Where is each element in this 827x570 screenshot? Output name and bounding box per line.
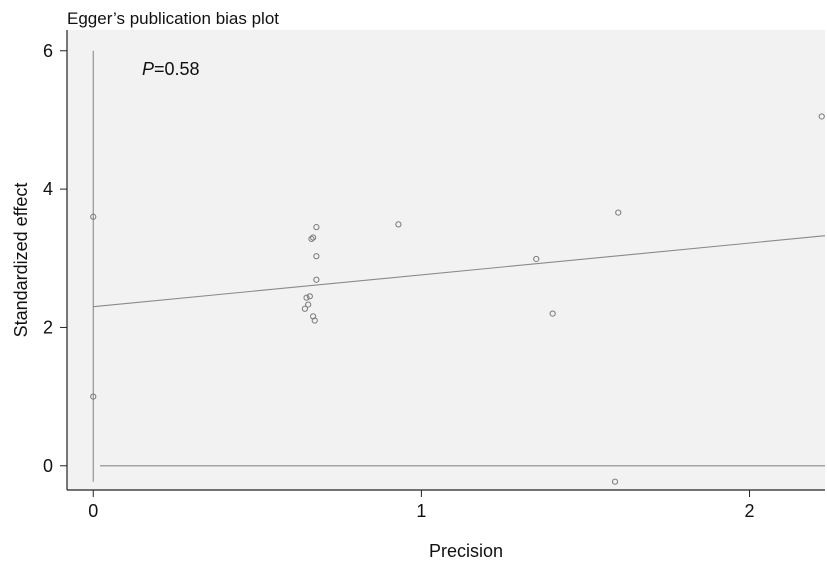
x-tick-label-0: 0 — [88, 501, 98, 521]
data-point-10 — [301, 305, 309, 312]
plot-area — [67, 30, 825, 490]
x-tick-label-1: 1 — [416, 501, 426, 521]
data-point-9 — [305, 301, 312, 308]
chart-title: Egger’s publication bias plot — [67, 9, 279, 28]
data-point-18 — [818, 113, 825, 120]
y-tick-label-2: 4 — [43, 179, 53, 199]
regression-line — [93, 235, 826, 308]
y-tick-label-1: 2 — [43, 317, 53, 337]
data-point-6 — [313, 276, 320, 283]
data-point-14 — [533, 255, 540, 263]
y-tick-label-0: 0 — [43, 456, 53, 476]
data-point-3 — [310, 234, 317, 241]
y-axis-label: Standardized effect — [11, 183, 31, 338]
points-layer — [90, 113, 825, 485]
data-point-0 — [90, 213, 97, 220]
data-point-5 — [313, 253, 320, 260]
data-point-7 — [306, 293, 313, 300]
data-point-15 — [549, 310, 556, 317]
lines-layer — [92, 50, 826, 482]
x-axis-label: Precision — [429, 541, 503, 561]
data-point-13 — [395, 221, 402, 228]
data-point-8 — [303, 294, 310, 301]
data-point-1 — [90, 393, 97, 400]
data-point-4 — [308, 235, 315, 243]
y-tick-label-3: 6 — [43, 41, 53, 61]
x-tick-label-2: 2 — [745, 501, 755, 521]
data-point-17 — [611, 478, 619, 485]
data-point-12 — [311, 317, 318, 324]
p-value-prefix: P — [142, 59, 154, 79]
p-value-text: =0.58 — [154, 59, 200, 79]
data-point-16 — [615, 209, 622, 216]
data-point-2 — [313, 224, 320, 231]
p-value-annotation: P=0.58 — [142, 59, 200, 79]
ticks-layer: 0 1 2 0 2 4 6 — [43, 41, 755, 521]
